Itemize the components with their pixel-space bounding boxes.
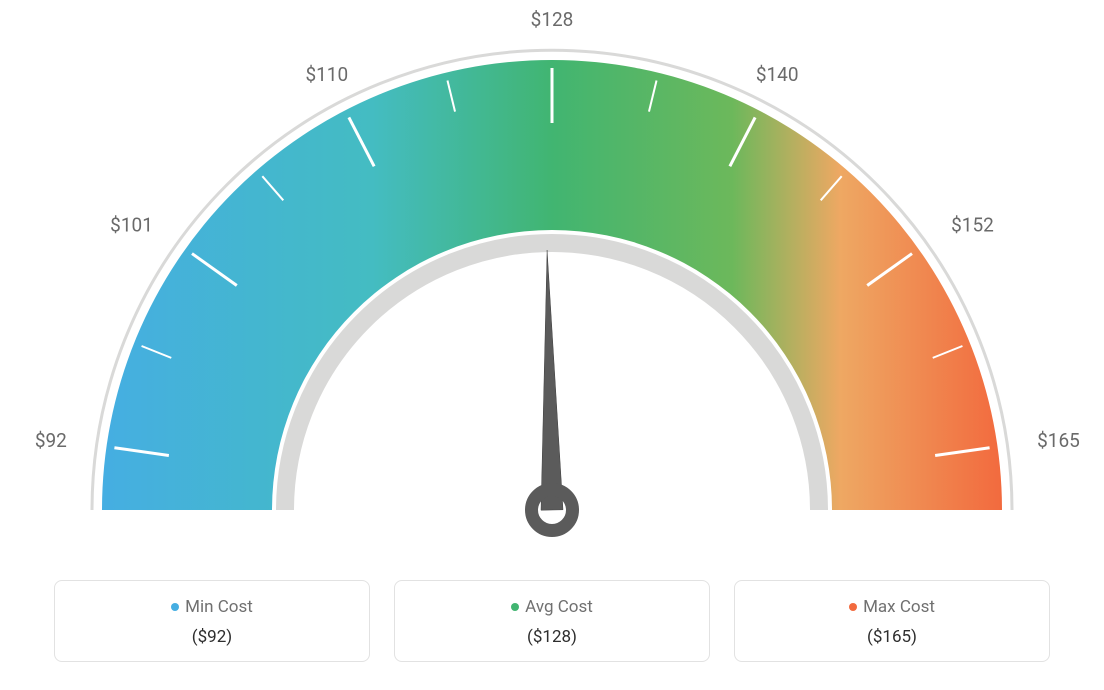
legend-value: ($92) [65,627,359,647]
legend-label: Min Cost [65,597,359,617]
legend-card: Max Cost ($165) [734,580,1050,662]
legend-value: ($165) [745,627,1039,647]
legend-label-text: Min Cost [185,597,253,617]
svg-text:$165: $165 [1037,429,1080,452]
legend-row: Min Cost ($92) Avg Cost ($128) Max Cost ($165… [54,580,1050,662]
legend-label: Avg Cost [405,597,699,617]
legend-card: Avg Cost ($128) [394,580,710,662]
legend-label: Max Cost [745,597,1039,617]
legend-label-text: Max Cost [863,597,935,617]
legend-card: Min Cost ($92) [54,580,370,662]
svg-text:$101: $101 [110,214,153,237]
gauge-chart: $92 $101 $110 $128 $140 $152 $165 [0,10,1104,570]
gauge-svg: $92 $101 $110 $128 $140 $152 $165 [0,10,1104,570]
dot-icon [171,603,179,611]
svg-text:$92: $92 [35,429,67,452]
svg-text:$152: $152 [951,214,994,237]
svg-text:$140: $140 [756,63,799,86]
svg-text:$110: $110 [305,63,348,86]
dot-icon [849,603,857,611]
dot-icon [511,603,519,611]
svg-text:$128: $128 [531,10,574,31]
legend-label-text: Avg Cost [525,597,593,617]
legend-value: ($128) [405,627,699,647]
